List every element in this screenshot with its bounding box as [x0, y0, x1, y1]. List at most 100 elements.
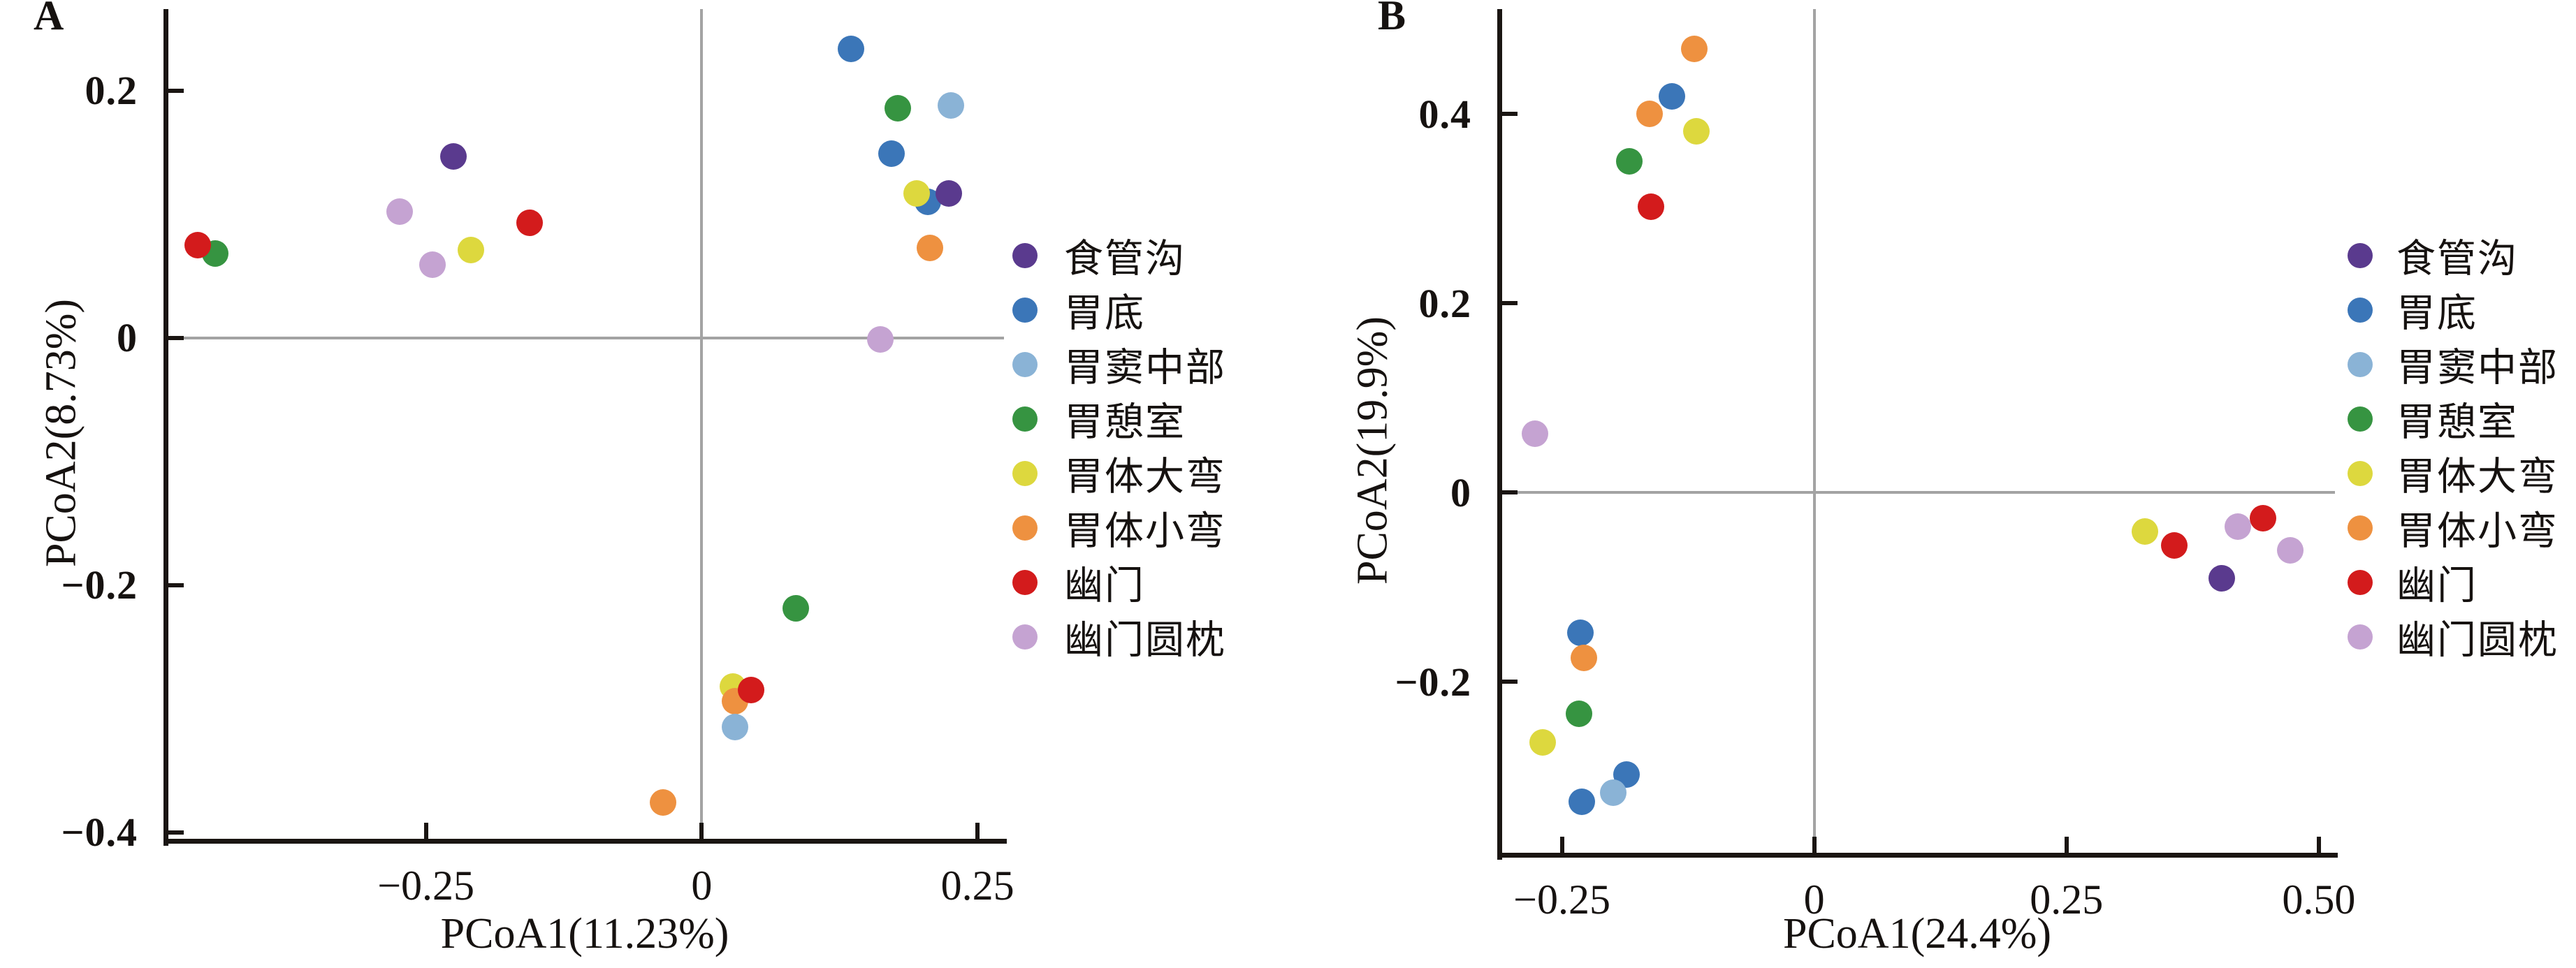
legend-dot	[1012, 298, 1038, 323]
y-tick-mark	[166, 88, 184, 93]
data-point	[1571, 645, 1598, 672]
data-point	[1566, 701, 1593, 728]
data-point	[903, 179, 931, 207]
data-point	[917, 234, 944, 261]
data-point	[184, 232, 211, 258]
legend-dot	[2348, 461, 2373, 486]
legend-label: 胃憩室	[2396, 401, 2518, 445]
legend-dot	[1012, 570, 1038, 595]
legend-dot	[2348, 352, 2373, 377]
data-point	[2225, 513, 2252, 540]
data-point	[650, 789, 677, 816]
data-point	[782, 595, 809, 622]
x-tick-mark	[975, 823, 980, 841]
data-point	[1659, 82, 1685, 110]
legend-dot	[1012, 243, 1038, 268]
x-tick-mark	[699, 823, 704, 841]
legend-label: 胃憩室	[1064, 401, 1186, 445]
data-point	[2161, 532, 2188, 559]
legend-dot	[1012, 624, 1038, 650]
legend-dot	[2348, 406, 2373, 432]
legend-dot	[2348, 515, 2373, 541]
x-tick-label: 0.50	[2282, 877, 2356, 923]
legend-dot	[2348, 570, 2373, 595]
legend-label: 幽门	[2396, 564, 2477, 608]
data-point	[867, 325, 894, 353]
data-point	[2250, 504, 2277, 531]
data-point	[1521, 420, 1548, 448]
x-axis-title: PCoA1(24.4%)	[1782, 910, 2052, 958]
y-tick-label: 0	[1450, 469, 1471, 515]
legend-label: 幽门	[1064, 564, 1145, 608]
legend-label: 食管沟	[2396, 237, 2518, 281]
zero-line-horizontal	[1499, 491, 2335, 494]
y-tick-label: −0.4	[61, 809, 138, 856]
legend-label: 胃体小弯	[2396, 510, 2559, 554]
x-tick-label: 0.25	[2030, 877, 2104, 923]
data-point	[1636, 101, 1664, 128]
data-point	[878, 140, 905, 168]
y-tick-mark	[166, 335, 184, 340]
legend-dot	[2348, 298, 2373, 323]
panel-letter: B	[1378, 0, 1406, 38]
data-point	[936, 179, 963, 207]
legend-dot	[1012, 461, 1038, 486]
x-tick-label: 0.25	[940, 863, 1014, 909]
legend-label: 胃底	[2396, 292, 2477, 336]
legend-label: 胃窦中部	[2396, 346, 2559, 390]
x-axis-spine	[163, 838, 1007, 844]
y-tick-label: 0.4	[1418, 91, 1471, 137]
y-tick-label: −0.2	[1395, 659, 1471, 705]
y-tick-mark	[1499, 301, 1518, 306]
y-axis-title: PCoA2(19.9%)	[1348, 316, 1397, 585]
data-point	[938, 92, 965, 119]
data-point	[516, 210, 544, 237]
data-point	[2277, 536, 2304, 564]
legend-label: 幽门圆枕	[1064, 619, 1226, 663]
zero-line-vertical	[1812, 9, 1816, 855]
y-tick-label: −0.2	[61, 562, 138, 608]
data-point	[458, 237, 485, 264]
x-tick-mark	[2316, 837, 2321, 855]
x-tick-label: 0	[1803, 877, 1825, 923]
legend-label: 胃底	[1064, 292, 1145, 336]
zero-line-vertical	[700, 9, 704, 841]
data-point	[1566, 619, 1594, 646]
y-tick-mark	[166, 582, 184, 587]
x-tick-label: −0.25	[377, 863, 475, 909]
data-point	[2208, 565, 2236, 592]
y-tick-mark	[1499, 680, 1518, 684]
y-axis-title: PCoA2(8.73%)	[37, 298, 85, 568]
x-tick-mark	[1559, 837, 1564, 855]
data-point	[1682, 117, 1710, 145]
legend-label: 胃体大弯	[1064, 455, 1226, 499]
x-tick-mark	[2064, 837, 2069, 855]
data-point	[738, 677, 765, 704]
x-tick-label: −0.25	[1513, 877, 1610, 923]
data-point	[721, 714, 748, 741]
legend-dot	[1012, 515, 1038, 541]
y-tick-mark	[166, 830, 184, 835]
legend-dot	[2348, 243, 2373, 268]
x-axis-spine	[1497, 852, 2338, 858]
data-point	[1569, 789, 1596, 816]
data-point	[1529, 728, 1557, 756]
legend-label: 胃窦中部	[1064, 346, 1226, 390]
data-point	[419, 251, 446, 279]
data-point	[1637, 193, 1664, 221]
y-tick-label: 0	[117, 315, 138, 361]
data-point	[885, 94, 912, 122]
x-tick-mark	[423, 823, 428, 841]
data-point	[837, 35, 864, 62]
x-tick-mark	[1812, 837, 1817, 855]
x-tick-label: 0	[691, 863, 713, 909]
legend-label: 食管沟	[1064, 237, 1186, 281]
panel-letter: A	[34, 0, 64, 38]
data-point	[440, 142, 467, 170]
data-point	[1600, 779, 1627, 806]
y-axis-spine	[163, 9, 168, 846]
legend-dot	[1012, 352, 1038, 377]
x-axis-title: PCoA1(11.23%)	[440, 910, 729, 958]
data-point	[1680, 35, 1708, 62]
